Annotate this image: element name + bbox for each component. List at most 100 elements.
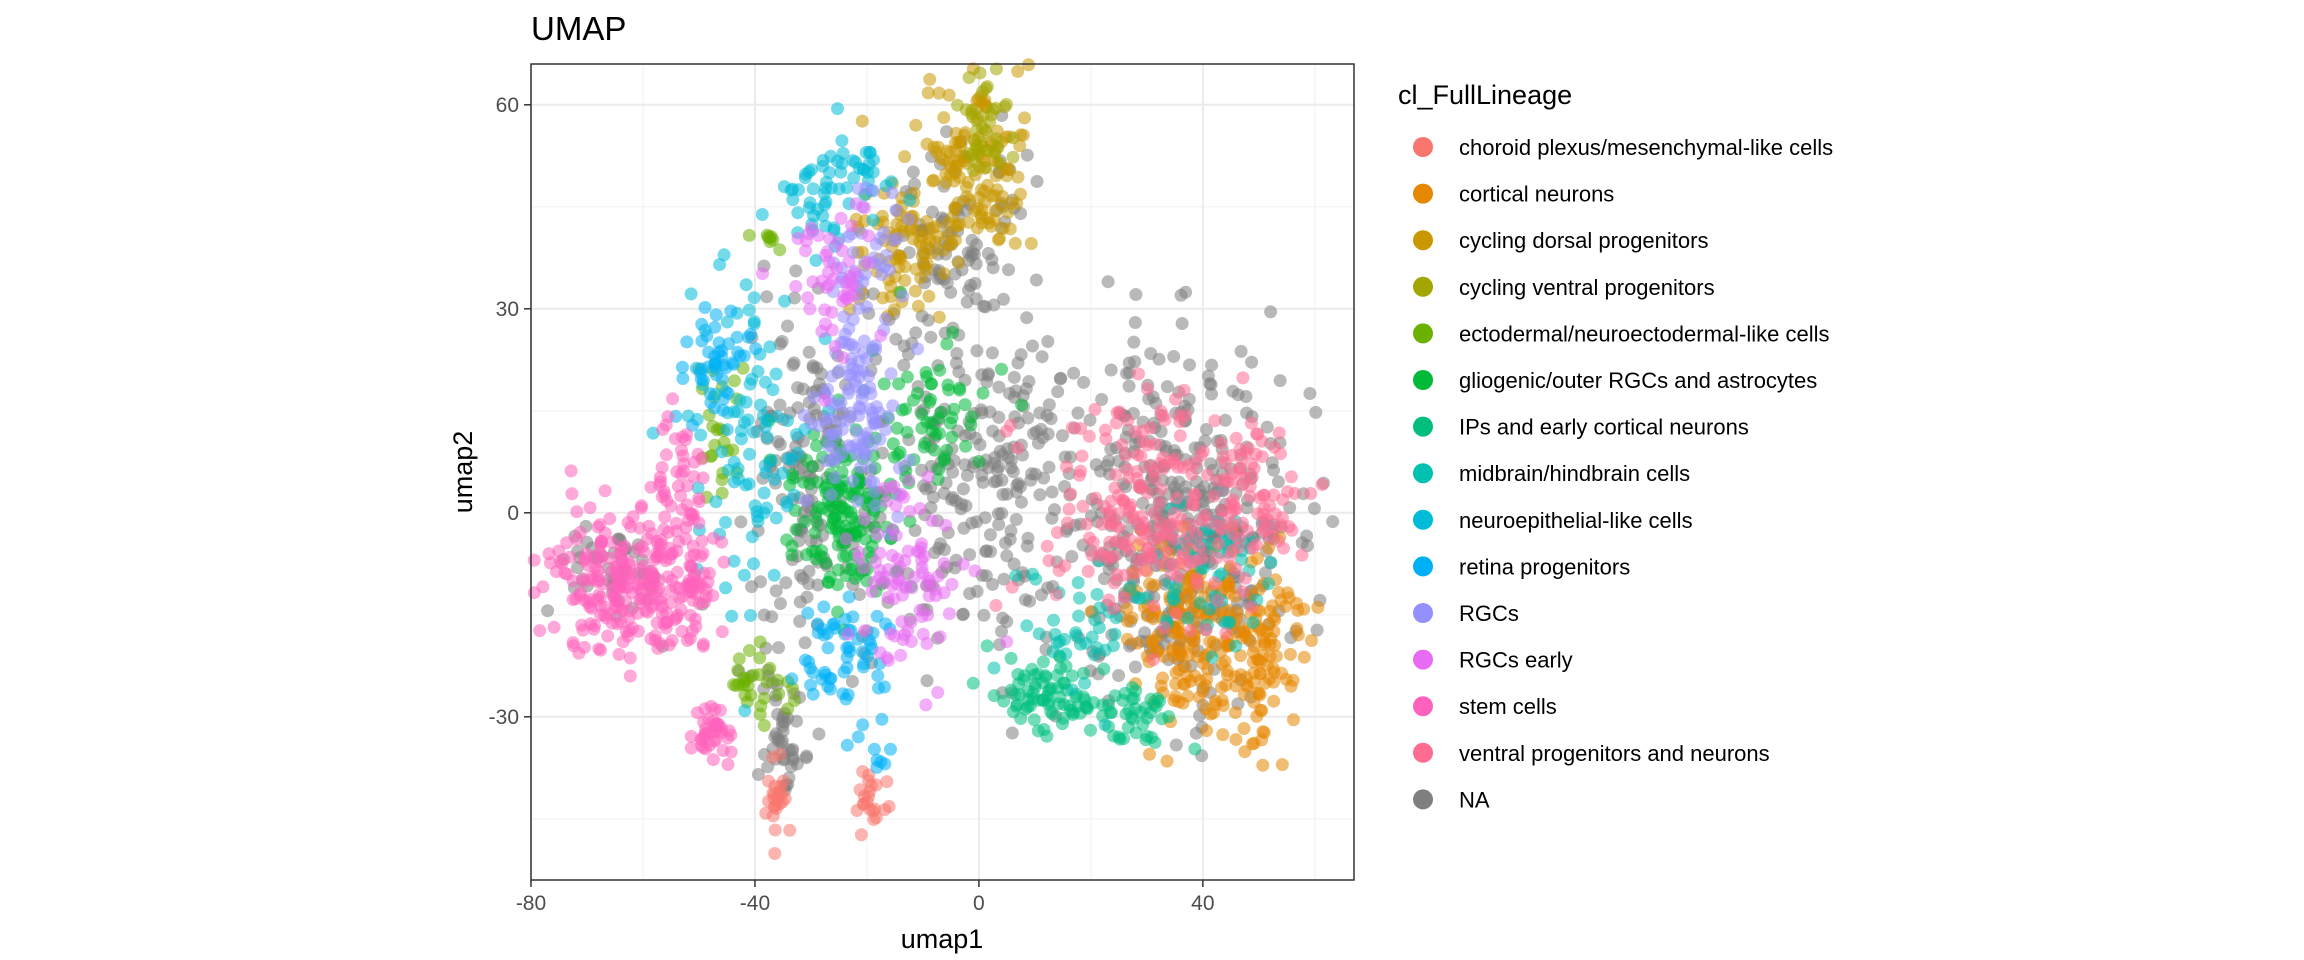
data-point	[862, 256, 875, 269]
y-tick-label: -30	[489, 706, 519, 729]
data-point	[761, 229, 774, 242]
data-point	[726, 444, 739, 457]
data-point	[926, 222, 939, 235]
data-point	[1309, 406, 1322, 419]
data-point	[1076, 500, 1089, 513]
data-point	[1267, 695, 1280, 708]
data-point	[722, 337, 735, 350]
data-point	[920, 366, 933, 379]
data-point	[1000, 635, 1013, 648]
data-point	[947, 403, 960, 416]
data-point	[1247, 676, 1260, 689]
data-point	[945, 431, 958, 444]
data-point	[867, 184, 880, 197]
data-point	[1256, 725, 1269, 738]
data-point	[941, 379, 954, 392]
data-point	[1097, 663, 1110, 676]
data-point	[841, 628, 854, 641]
data-point	[799, 168, 812, 181]
data-point	[907, 166, 920, 179]
data-point	[928, 444, 941, 457]
y-tick-label: 60	[496, 94, 519, 117]
data-point	[773, 243, 786, 256]
legend-label: choroid plexus/mesenchymal-like cells	[1459, 135, 1833, 160]
data-point	[1111, 534, 1124, 547]
data-point	[913, 502, 926, 515]
data-point	[946, 578, 959, 591]
data-point	[1059, 647, 1072, 660]
data-point	[959, 440, 972, 453]
data-point	[1007, 131, 1020, 144]
data-point	[968, 134, 981, 147]
data-point	[728, 374, 741, 387]
data-point	[852, 182, 865, 195]
data-point	[676, 372, 689, 385]
data-point	[992, 518, 1005, 531]
data-point	[1177, 548, 1190, 561]
data-point	[610, 565, 623, 578]
data-point	[847, 154, 860, 167]
data-point	[528, 586, 541, 599]
data-point	[679, 521, 692, 534]
data-point	[1245, 356, 1258, 369]
data-point	[600, 612, 613, 625]
data-point	[768, 569, 781, 582]
data-point	[768, 473, 781, 486]
data-point	[1200, 724, 1213, 737]
data-point	[926, 175, 939, 188]
data-point	[964, 279, 977, 292]
data-point	[709, 495, 722, 508]
data-point	[770, 368, 783, 381]
data-point	[584, 501, 597, 514]
data-point	[1147, 464, 1160, 477]
data-point	[860, 300, 873, 313]
data-point	[719, 581, 732, 594]
data-point	[617, 635, 630, 648]
data-point	[1189, 456, 1202, 469]
data-point	[867, 214, 880, 227]
data-point	[1248, 462, 1261, 475]
legend-key	[1413, 789, 1433, 809]
data-point	[838, 502, 851, 515]
data-point	[957, 522, 970, 535]
data-point	[1011, 442, 1024, 455]
data-point	[1273, 426, 1286, 439]
data-point	[880, 249, 893, 262]
data-point	[1120, 708, 1133, 721]
legend-key	[1413, 323, 1433, 343]
data-point	[1212, 474, 1225, 487]
data-point	[839, 613, 852, 626]
data-point	[632, 625, 645, 638]
data-point	[541, 604, 554, 617]
data-point	[1051, 669, 1064, 682]
data-point	[1229, 706, 1242, 719]
data-point	[1238, 745, 1251, 758]
data-point	[1012, 677, 1025, 690]
data-point	[780, 496, 793, 509]
data-point	[1060, 460, 1073, 473]
data-point	[1230, 432, 1243, 445]
data-point	[988, 689, 1001, 702]
data-point	[1099, 718, 1112, 731]
data-point	[891, 510, 904, 523]
data-point	[856, 718, 869, 731]
x-tick-label: 40	[1191, 892, 1214, 915]
data-point	[931, 686, 944, 699]
data-point	[1245, 417, 1258, 430]
legend-label: cortical neurons	[1459, 182, 1614, 207]
data-point	[1176, 317, 1189, 330]
data-point	[817, 600, 830, 613]
data-point	[788, 356, 801, 369]
data-point	[664, 584, 677, 597]
data-point	[1190, 573, 1203, 586]
data-point	[1193, 540, 1206, 553]
data-point	[749, 342, 762, 355]
data-point	[1297, 603, 1310, 616]
data-point	[962, 216, 975, 229]
data-point	[846, 474, 859, 487]
y-axis-title: umap2	[448, 431, 478, 514]
data-point	[1072, 407, 1085, 420]
data-point	[722, 758, 735, 771]
data-point	[781, 702, 794, 715]
data-point	[599, 484, 612, 497]
